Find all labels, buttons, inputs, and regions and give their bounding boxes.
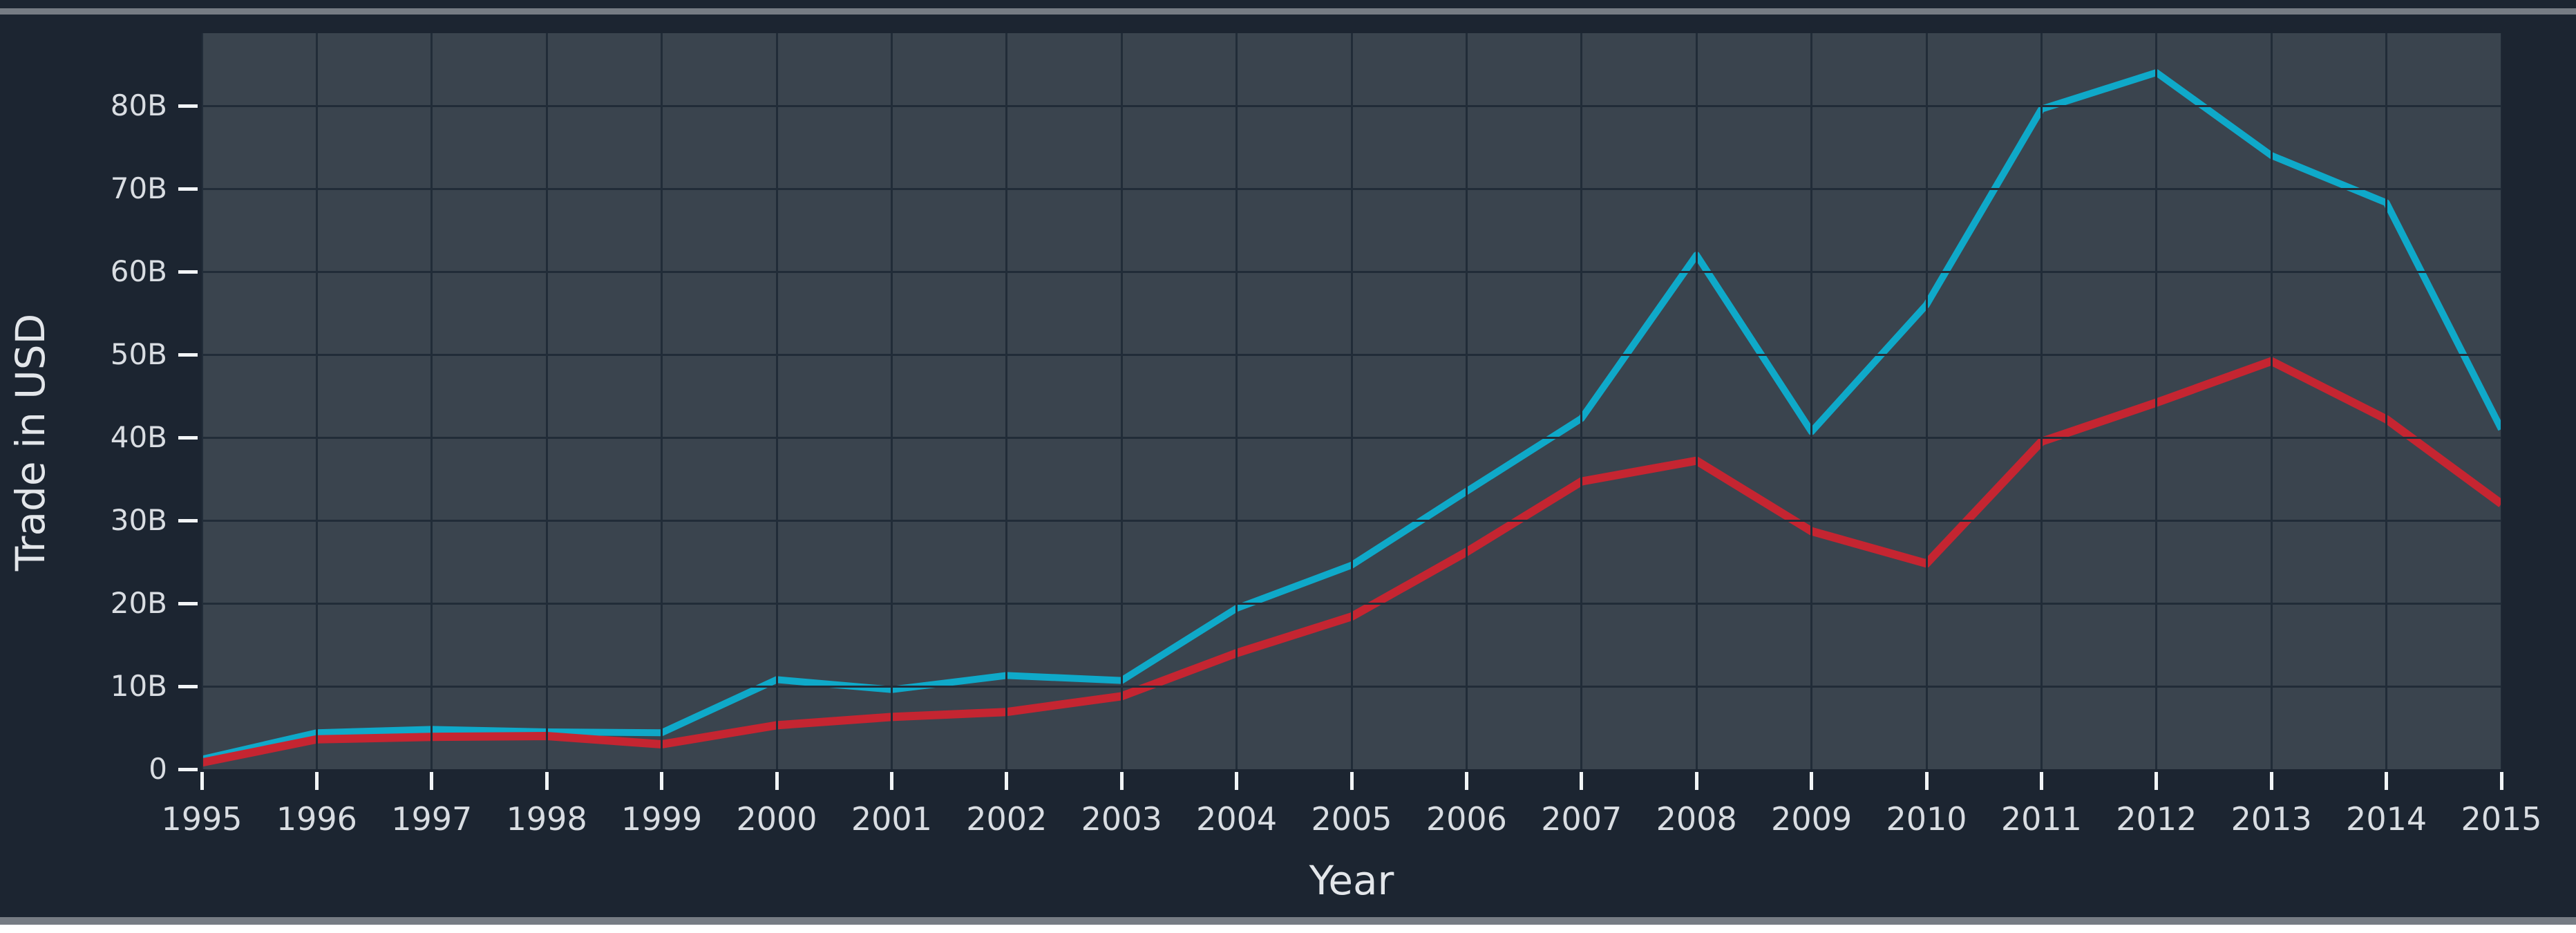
y-tick-label: 20B	[110, 586, 167, 620]
x-tick	[1005, 772, 1009, 790]
horizontal-gridline	[202, 685, 2501, 688]
y-tick-label: 80B	[110, 88, 167, 122]
vertical-gridline	[1005, 33, 1008, 769]
y-tick	[178, 270, 198, 274]
y-tick	[178, 435, 198, 440]
vertical-gridline	[890, 33, 893, 769]
y-tick-label: 60B	[110, 254, 167, 288]
y-tick-label: 70B	[110, 171, 167, 205]
horizontal-gridline	[202, 270, 2501, 273]
x-tick	[1924, 772, 1929, 790]
x-tick	[2154, 772, 2159, 790]
x-tick-label: 2014	[2346, 800, 2427, 838]
y-tick-label: 30B	[110, 503, 167, 537]
x-tick-label: 2010	[1886, 800, 1967, 838]
y-tick	[178, 352, 198, 357]
x-tick-label: 2000	[736, 800, 817, 838]
y-tick-label: 0	[149, 752, 167, 786]
x-tick-label: 1998	[506, 800, 587, 838]
x-tick	[314, 772, 319, 790]
vertical-gridline	[2270, 33, 2273, 769]
x-tick-label: 2006	[1426, 800, 1507, 838]
horizontal-gridline	[202, 436, 2501, 439]
x-tick	[1810, 772, 1814, 790]
y-tick	[178, 684, 198, 688]
x-axis-title: Year	[1309, 857, 1394, 904]
vertical-gridline	[545, 33, 548, 769]
x-tick-label: 2005	[1311, 800, 1392, 838]
vertical-gridline	[661, 33, 663, 769]
vertical-gridline	[1235, 33, 1238, 769]
horizontal-gridline	[202, 353, 2501, 356]
vertical-gridline	[2155, 33, 2158, 769]
y-tick-label: 10B	[110, 669, 167, 703]
x-tick	[660, 772, 664, 790]
horizontal-gridline	[202, 104, 2501, 107]
y-tick	[178, 104, 198, 108]
x-tick	[2499, 772, 2503, 790]
vertical-gridline	[202, 33, 203, 769]
x-tick-label: 1995	[161, 800, 243, 838]
plot-area	[202, 33, 2501, 769]
x-tick-label: 1997	[391, 800, 473, 838]
x-tick-label: 2013	[2231, 800, 2312, 838]
vertical-gridline	[2385, 33, 2388, 769]
x-tick	[2385, 772, 2389, 790]
x-tick-label: 2011	[2000, 800, 2082, 838]
x-tick	[2269, 772, 2273, 790]
x-tick	[775, 772, 779, 790]
x-tick	[1119, 772, 1124, 790]
x-tick-label: 2002	[966, 800, 1048, 838]
x-tick	[1464, 772, 1468, 790]
x-tick	[430, 772, 434, 790]
x-tick	[544, 772, 549, 790]
y-tick	[178, 518, 198, 522]
x-tick-label: 2015	[2461, 800, 2542, 838]
bottom-border-strip	[0, 917, 2576, 925]
page-bottom-strip	[0, 925, 2576, 933]
vertical-gridline	[775, 33, 778, 769]
x-tick	[1694, 772, 1698, 790]
x-tick-label: 2001	[851, 800, 932, 838]
x-tick-label: 2003	[1081, 800, 1162, 838]
vertical-gridline	[1810, 33, 1813, 769]
x-tick	[889, 772, 893, 790]
vertical-gridline	[1120, 33, 1123, 769]
y-tick	[178, 187, 198, 191]
vertical-gridline	[1580, 33, 1583, 769]
y-tick	[178, 767, 198, 771]
horizontal-gridline	[202, 519, 2501, 522]
x-tick	[1235, 772, 1239, 790]
x-tick-label: 1999	[621, 800, 703, 838]
y-tick-label: 50B	[110, 337, 167, 371]
vertical-gridline	[2040, 33, 2043, 769]
vertical-gridline	[315, 33, 318, 769]
x-tick-label: 2012	[2116, 800, 2197, 838]
vertical-gridline	[1695, 33, 1698, 769]
x-tick	[1349, 772, 1354, 790]
vertical-gridline	[2500, 33, 2501, 769]
vertical-gridline	[430, 33, 433, 769]
y-axis-title: Trade in USD	[7, 313, 54, 572]
x-tick	[1580, 772, 1584, 790]
vertical-gridline	[1925, 33, 1928, 769]
x-tick-label: 2009	[1771, 800, 1853, 838]
horizontal-gridline	[202, 187, 2501, 190]
x-tick-label: 2004	[1196, 800, 1278, 838]
vertical-gridline	[1350, 33, 1353, 769]
horizontal-gridline	[202, 602, 2501, 605]
y-tick	[178, 601, 198, 605]
x-tick	[200, 772, 204, 790]
y-tick-label: 40B	[110, 420, 167, 454]
x-tick	[2039, 772, 2043, 790]
vertical-gridline	[1465, 33, 1468, 769]
x-tick-label: 2007	[1541, 800, 1622, 838]
x-tick-label: 1996	[276, 800, 357, 838]
top-border-strip	[0, 8, 2576, 15]
x-tick-label: 2008	[1656, 800, 1737, 838]
